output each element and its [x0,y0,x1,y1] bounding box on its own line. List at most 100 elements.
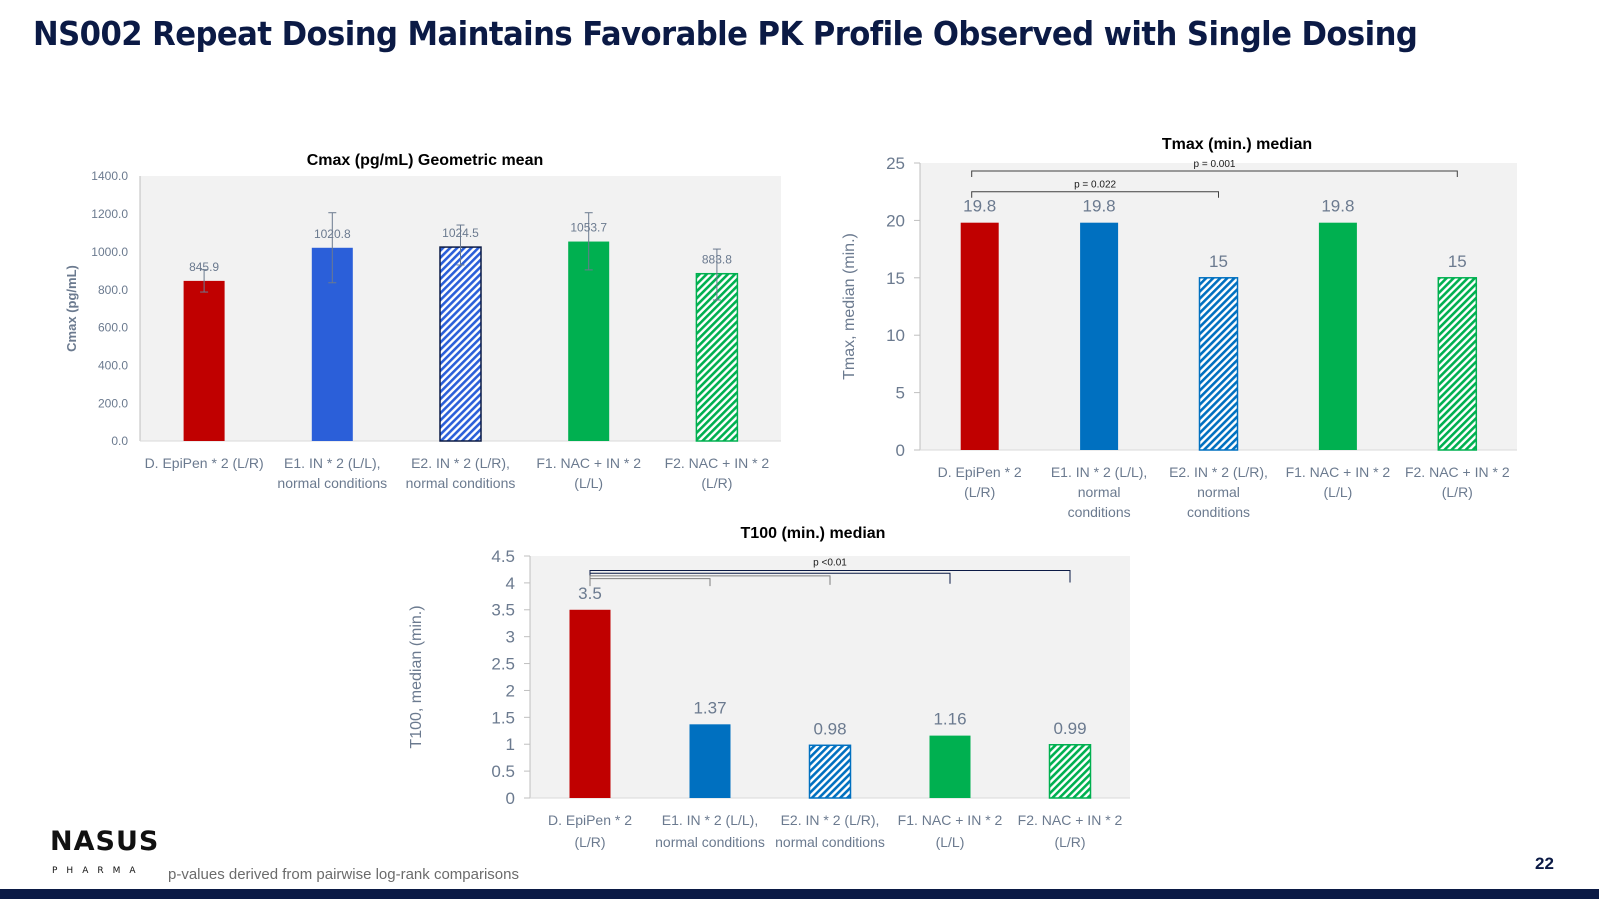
t100-y-tick-label: 0.5 [491,762,515,781]
t100-y-tick-label: 4 [506,574,515,593]
tmax-category-label: conditions [1068,504,1131,520]
t100-category-label: E2. IN * 2 (L/R), [781,812,880,828]
tmax-data-label: 19.8 [963,197,996,216]
tmax-category-label: E1. IN * 2 (L/L), [1051,464,1147,480]
t100-category-label: normal conditions [775,834,885,850]
tmax-bar [960,222,999,450]
tmax-chart-title: Tmax (min.) median [1162,136,1312,153]
t100-data-label: 1.16 [933,710,966,729]
t100-y-axis-title: T100, median (min.) [408,605,425,748]
t100-category-label: D. EpiPen * 2 [548,812,632,828]
tmax-p-value-label: p = 0.022 [1074,180,1116,191]
cmax-bar [568,241,610,441]
tmax-y-tick-label: 5 [896,384,905,403]
t100-chart-title: T100 (min.) median [741,525,886,542]
cmax-y-tick-label: 600.0 [98,321,128,335]
t100-data-label: 1.37 [693,698,726,717]
tmax-y-tick-label: 10 [886,326,905,345]
cmax-chart: Cmax (pg/mL) Geometric mean 0.0 200.0 400.0… [40,140,800,510]
cmax-category-label: E1. IN * 2 (L/L), [284,455,380,471]
t100-y-tick-label: 3.5 [491,601,515,620]
cmax-category-label: E2. IN * 2 (L/R), [411,455,510,471]
t100-chart-svg: T100 (min.) median 0 0.5 1 1.5 2 2.5 3 3.5 4 4.5 T1… [408,525,1130,850]
tmax-y-tick-label: 25 [886,154,905,173]
cmax-y-tick-label: 0.0 [111,434,128,448]
t100-y-tick-label: 2 [506,681,515,700]
tmax-category-label: normal [1197,484,1240,500]
t100-category-label: (L/L) [936,834,965,850]
tmax-bar [1080,222,1119,450]
tmax-category-label: (L/R) [964,484,995,500]
tmax-chart-svg: Tmax (min.) median 0 5 10 15 20 25 Tmax, median… [841,136,1517,520]
page-number: 22 [1535,854,1554,873]
logo-sub: PHARMA [52,866,145,876]
t100-category-label: F1. NAC + IN * 2 [898,812,1003,828]
t100-p-value-label: p <0.01 [813,558,847,569]
tmax-category-label: conditions [1187,504,1250,520]
t100-y-tick-label: 3 [506,628,515,647]
cmax-y-tick-label: 200.0 [98,396,128,410]
t100-category-label: F2. NAC + IN * 2 [1018,812,1123,828]
t100-category-label: E1. IN * 2 (L/L), [662,812,758,828]
cmax-category-label: F2. NAC + IN * 2 [665,455,770,471]
cmax-category-label: (L/L) [574,475,603,491]
tmax-category-label: D. EpiPen * 2 [938,464,1022,480]
cmax-y-tick-label: 400.0 [98,358,128,372]
cmax-category-label: normal conditions [406,475,516,491]
cmax-y-axis-title: Cmax (pg/mL) [64,265,79,352]
cmax-bar [183,280,225,441]
tmax-category-label: F1. NAC + IN * 2 [1286,464,1391,480]
cmax-y-tick-label: 1000.0 [91,245,128,259]
tmax-category-label: (L/L) [1324,484,1353,500]
t100-data-label: 0.99 [1053,719,1086,738]
t100-data-label: 3.5 [578,584,602,603]
t100-significance-bracket [589,578,711,587]
t100-y-tick-label: 0 [506,789,515,808]
tmax-category-label: (L/R) [1442,484,1473,500]
logo-name: NASUS [50,826,160,857]
tmax-y-tick-label: 0 [896,441,905,460]
tmax-y-axis-title: Tmax, median (min.) [841,233,858,380]
cmax-data-label: 845.9 [189,260,219,274]
t100-bar [929,735,971,798]
cmax-category-label: D. EpiPen * 2 (L/R) [145,455,264,471]
t100-y-tick-label: 4.5 [491,547,515,566]
tmax-significance-bracket [971,191,1219,198]
t100-bar [689,724,731,798]
cmax-chart-svg: Cmax (pg/mL) Geometric mean 0.0 200.0 400.0… [64,152,781,491]
tmax-category-label: normal [1078,484,1121,500]
tmax-category-label: E2. IN * 2 (L/R), [1169,464,1268,480]
t100-data-label: 0.98 [813,719,846,738]
tmax-data-label: 15 [1209,252,1228,271]
t100-y-tick-label: 1 [506,735,515,754]
cmax-bar [695,272,739,442]
tmax-significance-bracket [971,170,1458,178]
t100-chart: T100 (min.) median 0 0.5 1 1.5 2 2.5 3 3.5 4 4.5 T1… [400,515,1160,865]
t100-bar [1048,744,1092,799]
footnote: p-values derived from pairwise log-rank … [168,866,519,883]
cmax-y-tick-label: 1400.0 [91,169,128,183]
cmax-bar [439,246,482,442]
t100-y-tick-label: 2.5 [491,655,515,674]
cmax-category-label: F1. NAC + IN * 2 [536,455,641,471]
tmax-data-label: 19.8 [1083,197,1116,216]
cmax-y-tick-label: 800.0 [98,283,128,297]
cmax-category-label: normal conditions [277,475,387,491]
tmax-bar [1437,277,1478,451]
tmax-data-label: 15 [1448,252,1467,271]
slide-title: NS002 Repeat Dosing Maintains Favorable … [33,14,1418,53]
tmax-bar [1198,277,1239,451]
tmax-y-tick-label: 20 [886,211,905,230]
cmax-category-label: (L/R) [701,475,732,491]
t100-category-label: (L/R) [574,834,605,850]
tmax-bar [1318,222,1357,450]
tmax-p-value-label: p = 0.001 [1194,159,1236,170]
tmax-y-tick-label: 15 [886,269,905,288]
cmax-y-tick-label: 1200.0 [91,207,128,221]
footer-bar [0,889,1599,899]
tmax-category-label: F2. NAC + IN * 2 [1405,464,1510,480]
t100-category-label: (L/R) [1054,834,1085,850]
nasus-pharma-logo: NASUS PHARMA [50,826,160,880]
tmax-chart: Tmax (min.) median 0 5 10 15 20 25 Tmax, median… [820,125,1540,535]
t100-category-label: normal conditions [655,834,765,850]
